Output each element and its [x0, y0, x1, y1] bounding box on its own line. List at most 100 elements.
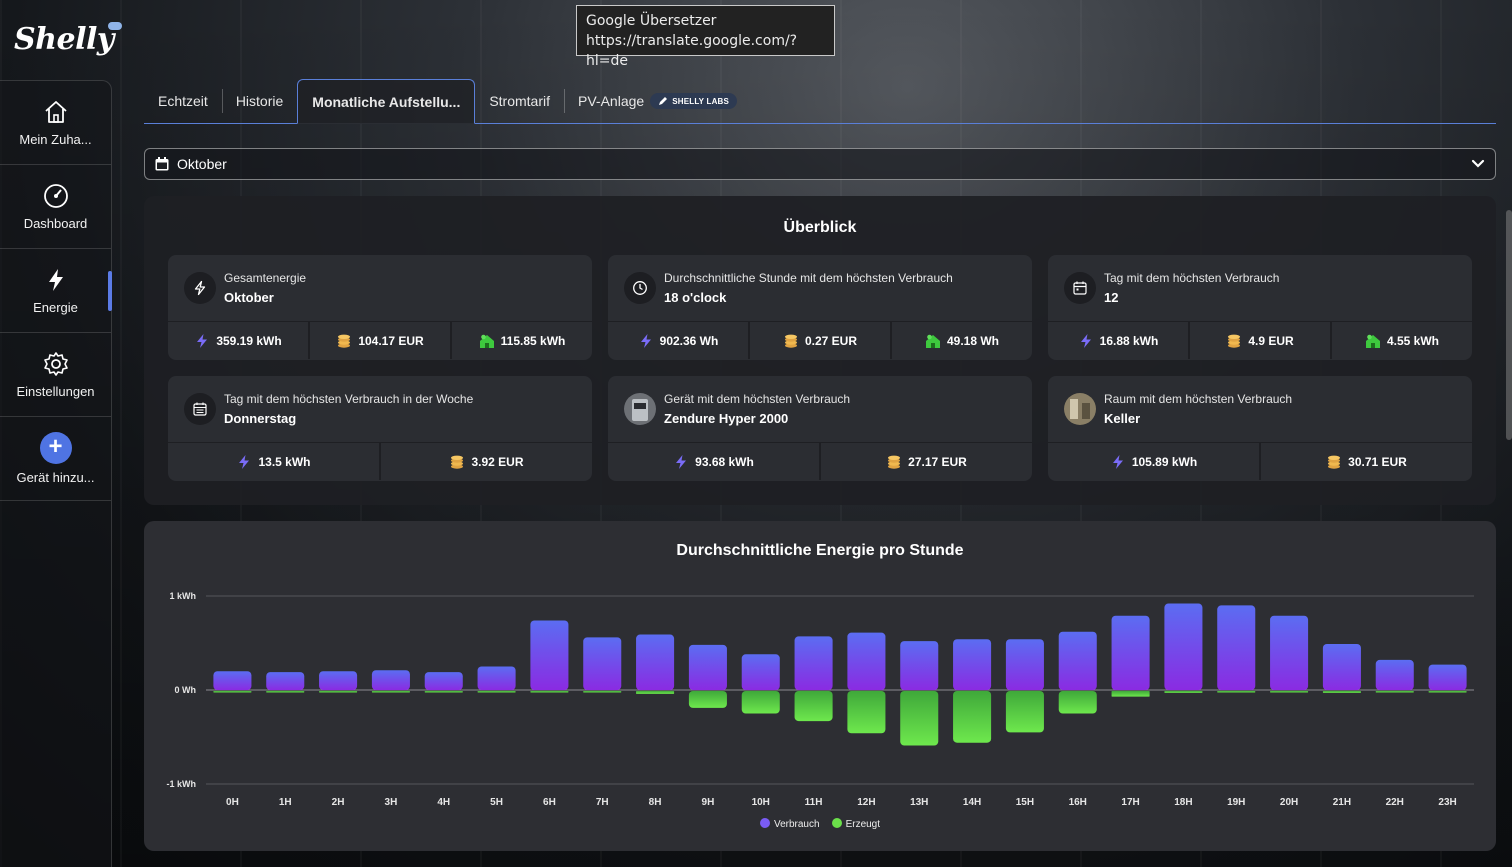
bar-production[interactable]: [1164, 691, 1203, 693]
bar-consumption[interactable]: [213, 671, 252, 690]
coins-icon: [451, 455, 464, 469]
tab-label: PV-Anlage: [578, 93, 645, 109]
tab-tariff[interactable]: Stromtarif: [475, 79, 564, 123]
bar-consumption[interactable]: [583, 637, 622, 690]
bar-production[interactable]: [1005, 691, 1044, 733]
bar-consumption[interactable]: [1164, 603, 1203, 690]
bar-production[interactable]: [319, 691, 358, 693]
sidebar-item-label: Mein Zuha...: [19, 132, 92, 147]
bar-consumption[interactable]: [794, 636, 833, 690]
sidebar-item-home[interactable]: Mein Zuha...: [0, 81, 111, 165]
bar-consumption[interactable]: [319, 671, 358, 690]
solar-house-icon: [1365, 334, 1380, 348]
bar-consumption[interactable]: [953, 639, 992, 690]
chart-legend: Verbrauch Erzeugt: [144, 818, 1496, 830]
card-stat: 3.92 EUR: [379, 443, 592, 480]
bar-production[interactable]: [847, 691, 886, 734]
x-tick-label: 21H: [1333, 797, 1351, 808]
bar-production[interactable]: [1270, 691, 1309, 693]
bar-production[interactable]: [477, 691, 516, 693]
bar-production[interactable]: [1375, 691, 1414, 693]
bar-production[interactable]: [424, 691, 463, 693]
bar-consumption[interactable]: [266, 672, 305, 690]
stat-value: 115.85 kWh: [500, 333, 566, 348]
lightning-icon: [42, 266, 70, 294]
sidebar-item-dashboard[interactable]: Dashboard: [0, 165, 111, 249]
x-tick-label: 17H: [1121, 797, 1139, 808]
tab-realtime[interactable]: Echtzeit: [144, 79, 222, 123]
bar-consumption[interactable]: [1111, 615, 1150, 690]
bar-consumption[interactable]: [847, 632, 886, 690]
bar-production[interactable]: [1322, 691, 1361, 693]
card-header: Tag mit dem höchsten Verbrauch in der Wo…: [168, 376, 592, 443]
bar-production[interactable]: [583, 691, 622, 693]
stat-value: 105.89 kWh: [1131, 454, 1198, 469]
bar-production[interactable]: [371, 691, 410, 693]
shelly-labs-badge: SHELLY LABS: [650, 93, 738, 109]
card-header: Raum mit dem höchsten Verbrauch Keller: [1048, 376, 1472, 443]
y-tick-label: -1 kWh: [166, 779, 196, 789]
bar-consumption[interactable]: [1428, 664, 1467, 690]
bar-consumption[interactable]: [1217, 605, 1256, 690]
tab-bar: Echtzeit Historie Monatliche Aufstellu..…: [144, 79, 1496, 124]
card-stat: 4.9 EUR: [1188, 322, 1330, 359]
bar-consumption[interactable]: [1005, 639, 1044, 690]
sidebar-item-settings[interactable]: Einstellungen: [0, 333, 111, 417]
bar-consumption[interactable]: [688, 644, 727, 690]
bar-consumption[interactable]: [900, 641, 939, 690]
tab-monthly-summary[interactable]: Monatliche Aufstellu...: [297, 79, 476, 124]
bar-production[interactable]: [266, 691, 305, 693]
bar-production[interactable]: [1428, 691, 1467, 693]
legend-item-production[interactable]: Erzeugt: [831, 818, 880, 830]
bar-production[interactable]: [636, 691, 675, 694]
bar-production[interactable]: [900, 691, 939, 746]
coins-icon: [784, 334, 797, 348]
bar-production[interactable]: [1111, 691, 1150, 697]
bar-production[interactable]: [953, 691, 992, 743]
bar-production[interactable]: [741, 691, 780, 714]
badge-text: SHELLY LABS: [672, 96, 730, 106]
card-label: Tag mit dem höchsten Verbrauch: [1104, 271, 1280, 285]
bar-consumption[interactable]: [1058, 631, 1097, 690]
page-scrollbar[interactable]: [1506, 210, 1512, 440]
legend-item-consumption[interactable]: Verbrauch: [759, 818, 820, 830]
sidebar-item-add-device[interactable]: + Gerät hinzu...: [0, 417, 111, 501]
solar-house-icon: [925, 334, 940, 348]
card-peak-weekday: Tag mit dem höchsten Verbrauch in der Wo…: [168, 376, 592, 481]
gear-icon: [42, 350, 70, 378]
bar-production[interactable]: [1058, 691, 1097, 714]
tab-history[interactable]: Historie: [221, 79, 297, 123]
bar-production[interactable]: [688, 691, 727, 708]
bar-consumption[interactable]: [1270, 615, 1309, 690]
device-photo-icon: [624, 393, 656, 425]
bar-consumption[interactable]: [1322, 643, 1361, 690]
card-text: Tag mit dem höchsten Verbrauch 12: [1104, 271, 1279, 305]
bar-production[interactable]: [794, 691, 833, 722]
bar-consumption[interactable]: [741, 654, 780, 690]
stat-value: 902.36 Wh: [659, 333, 719, 348]
month-select[interactable]: Oktober: [144, 148, 1496, 180]
calendar-icon: [1073, 281, 1087, 295]
x-tick-label: 14H: [963, 797, 981, 808]
room-photo-icon: [1064, 393, 1096, 425]
legend-dot: [759, 818, 770, 828]
y-tick-label: 1 kWh: [169, 591, 196, 601]
coins-icon: [888, 455, 901, 469]
sidebar-item-energy[interactable]: Energie: [0, 249, 112, 333]
legend-label: Verbrauch: [773, 819, 820, 830]
bar-production[interactable]: [1217, 691, 1256, 693]
bar-consumption[interactable]: [636, 634, 675, 690]
bar-consumption[interactable]: [530, 620, 569, 690]
x-tick-label: 8H: [649, 797, 662, 808]
bar-consumption[interactable]: [1375, 659, 1414, 690]
bar-consumption[interactable]: [371, 670, 410, 690]
tab-pv-system[interactable]: PV-Anlage SHELLY LABS: [564, 79, 751, 123]
card-label: Tag mit dem höchsten Verbrauch in der Wo…: [224, 392, 474, 406]
bar-production[interactable]: [530, 691, 569, 693]
bar-consumption[interactable]: [477, 666, 516, 691]
x-tick-label: 0H: [226, 797, 239, 808]
stat-value: 27.17 EUR: [908, 454, 967, 469]
bar-consumption[interactable]: [424, 672, 463, 690]
bar-production[interactable]: [213, 691, 252, 693]
card-header: Gesamtenergie Oktober: [168, 255, 592, 322]
